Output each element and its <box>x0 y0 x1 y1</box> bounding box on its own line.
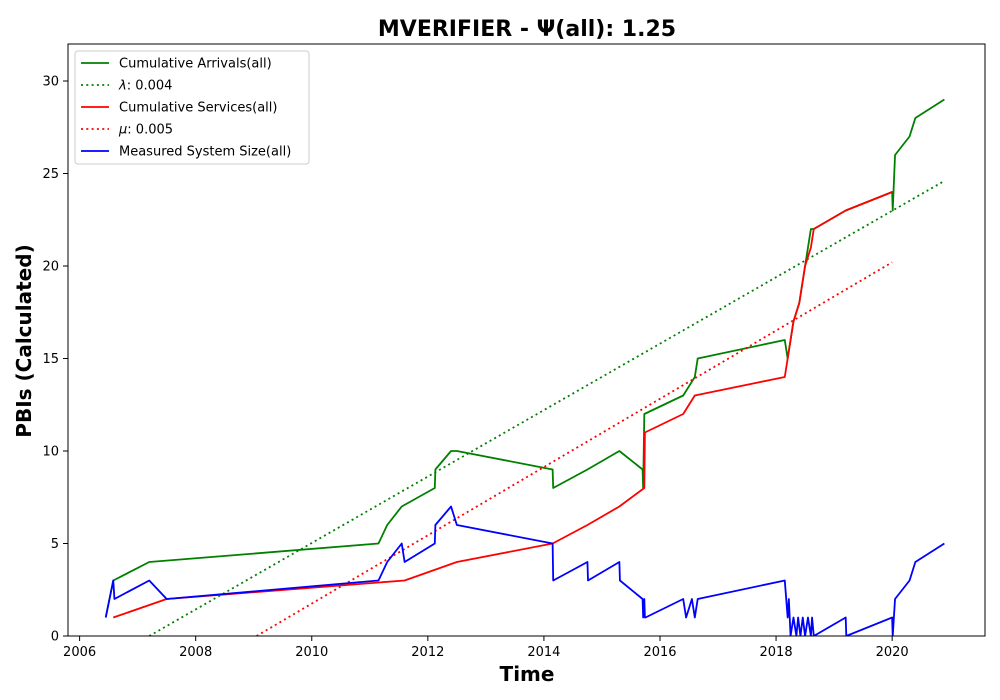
plot-area: 2006 2008 2010 2012 2014 2016 2018 2020 0 5 10 15 20… <box>42 43 986 660</box>
y-tick-label: 30 <box>42 75 59 90</box>
series-line-3 <box>256 261 893 636</box>
legend-label: μ: 0.005 <box>118 123 173 138</box>
x-tick-label: 2016 <box>643 645 676 660</box>
axes-frame <box>67 43 986 637</box>
x-tick-label: 2018 <box>760 645 793 660</box>
x-tick-label: 2010 <box>295 645 328 660</box>
y-tick-label: 15 <box>42 352 59 367</box>
x-tick-label: 2008 <box>179 645 212 660</box>
y-tick-label: 10 <box>42 445 59 460</box>
y-tick-label: 25 <box>42 167 59 182</box>
series-line-0 <box>104 98 945 618</box>
legend-label: λ: 0.004 <box>118 79 172 94</box>
series-lines <box>104 98 945 636</box>
legend: Cumulative Arrivals(all) λ: 0.004 Cumulati… <box>74 50 310 165</box>
x-tick-label: 2012 <box>411 645 444 660</box>
series-line-1 <box>148 180 945 636</box>
series-line-2 <box>112 191 893 619</box>
series-line-4 <box>104 505 945 636</box>
y-axis-label: PBIs (Calculated) <box>12 244 36 437</box>
y-tick-label: 20 <box>42 260 59 275</box>
y-tick-label: 5 <box>51 537 59 552</box>
x-axis-label: Time <box>500 662 555 686</box>
x-tick-label: 2006 <box>63 645 96 660</box>
legend-box <box>74 50 310 165</box>
x-tick-label: 2014 <box>527 645 560 660</box>
legend-label: Cumulative Services(all) <box>119 101 277 116</box>
legend-label: Cumulative Arrivals(all) <box>119 57 272 72</box>
chart-title: MVERIFIER - Ψ(all): 1.25 <box>378 17 676 42</box>
legend-label: Measured System Size(all) <box>119 145 291 160</box>
y-tick-label: 0 <box>51 630 59 645</box>
x-tick-label: 2020 <box>876 645 909 660</box>
